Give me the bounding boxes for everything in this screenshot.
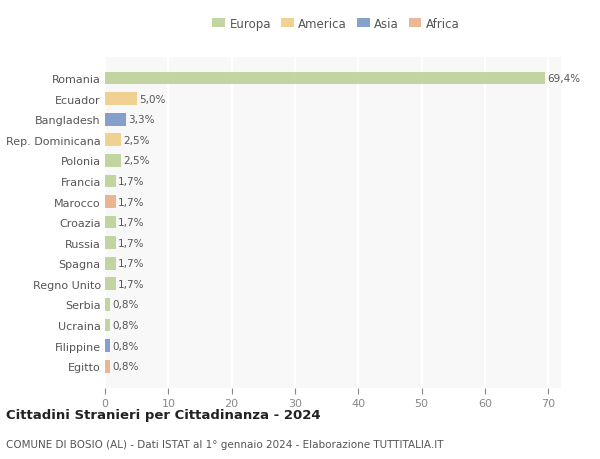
Bar [105, 216, 116, 229]
Bar [105, 175, 116, 188]
Text: 1,7%: 1,7% [118, 177, 145, 186]
Text: 0,8%: 0,8% [113, 362, 139, 371]
Text: 1,7%: 1,7% [118, 259, 145, 269]
Bar [105, 257, 116, 270]
Text: 69,4%: 69,4% [547, 74, 580, 84]
Text: 5,0%: 5,0% [139, 95, 166, 104]
Bar [105, 298, 110, 311]
Bar [105, 134, 121, 147]
Legend: Europa, America, Asia, Africa: Europa, America, Asia, Africa [208, 13, 464, 35]
Text: 2,5%: 2,5% [124, 156, 150, 166]
Bar [105, 278, 116, 291]
Text: 3,3%: 3,3% [128, 115, 155, 125]
Text: 0,8%: 0,8% [113, 320, 139, 330]
Bar [105, 93, 137, 106]
Bar [105, 319, 110, 332]
Text: 1,7%: 1,7% [118, 279, 145, 289]
Text: 1,7%: 1,7% [118, 238, 145, 248]
Bar [105, 237, 116, 250]
Bar [105, 155, 121, 168]
Text: 0,8%: 0,8% [113, 341, 139, 351]
Text: 1,7%: 1,7% [118, 197, 145, 207]
Bar [105, 360, 110, 373]
Text: 1,7%: 1,7% [118, 218, 145, 228]
Bar [105, 340, 110, 353]
Bar [105, 73, 545, 85]
Bar [105, 113, 126, 126]
Bar [105, 196, 116, 208]
Text: Cittadini Stranieri per Cittadinanza - 2024: Cittadini Stranieri per Cittadinanza - 2… [6, 408, 320, 421]
Text: COMUNE DI BOSIO (AL) - Dati ISTAT al 1° gennaio 2024 - Elaborazione TUTTITALIA.I: COMUNE DI BOSIO (AL) - Dati ISTAT al 1° … [6, 440, 443, 449]
Text: 2,5%: 2,5% [124, 135, 150, 146]
Text: 0,8%: 0,8% [113, 300, 139, 310]
